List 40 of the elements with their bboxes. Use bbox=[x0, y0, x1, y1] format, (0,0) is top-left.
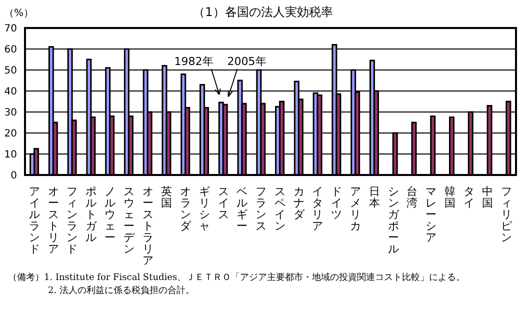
x-tick-label: ベルギー bbox=[236, 185, 248, 232]
x-tick-label: アイルランド bbox=[28, 185, 40, 256]
y-axis-title: （%） bbox=[4, 7, 34, 20]
x-tick-label: オランダ bbox=[180, 185, 192, 232]
x-tick-label: 英国 bbox=[161, 185, 172, 210]
y-tick-label: 20 bbox=[4, 128, 17, 140]
x-tick-label: イタリア bbox=[312, 185, 324, 232]
x-tick-label: タイ bbox=[463, 185, 474, 210]
x-tick-label: 日本 bbox=[368, 185, 380, 210]
y-tick-label: 50 bbox=[4, 66, 17, 77]
text: 2. 法人の利益に係る税負担の合計。 bbox=[47, 285, 196, 298]
x-tick-label: 韓国 bbox=[444, 185, 456, 210]
text: 2005年 bbox=[227, 55, 266, 68]
x-tick-label: オーストラリア bbox=[142, 185, 154, 267]
x-tick-label: フィンランド bbox=[66, 185, 78, 256]
x-tick-label: ノルウェー bbox=[104, 185, 116, 244]
y-tick-label: 30 bbox=[4, 108, 17, 119]
x-tick-label: 中国 bbox=[482, 185, 494, 210]
x-tick-label: ギリシャ bbox=[198, 185, 210, 232]
x-tick-label: カナダ bbox=[293, 185, 306, 221]
x-tick-label: フランス bbox=[256, 185, 267, 232]
y-tick-label: 70 bbox=[4, 24, 17, 35]
x-tick-label: シンガポール bbox=[388, 185, 400, 256]
y-tick-label: 10 bbox=[4, 150, 17, 161]
x-tick-label: ポルトガル bbox=[86, 185, 98, 244]
text: （備考）1. Institute for Fiscal Studies、ＪＥＴＲＯ「アジア主要都市・地域の投資関連コスト比較」による。 bbox=[8, 272, 466, 285]
x-tick-label: オーストリア bbox=[48, 185, 59, 256]
x-tick-label: スウェーデン bbox=[123, 185, 136, 256]
x-tick-label: スペイン bbox=[274, 185, 286, 232]
chart-title: （1）各国の法人実効税率 bbox=[193, 5, 333, 19]
x-tick-label: ドイツ bbox=[331, 185, 342, 221]
x-tick-label: フィリピン bbox=[501, 185, 512, 244]
x-tick-label: アメリカ bbox=[350, 185, 361, 232]
x-tick-label: マレーシア bbox=[426, 185, 437, 244]
y-tick-label: 60 bbox=[4, 44, 17, 56]
x-tick-label: スイス bbox=[218, 185, 229, 221]
x-tick-label: 台湾 bbox=[406, 185, 418, 210]
y-tick-label: 40 bbox=[4, 86, 17, 98]
y-tick-label: 0 bbox=[10, 170, 17, 182]
series-label: 1982年 bbox=[174, 55, 214, 68]
